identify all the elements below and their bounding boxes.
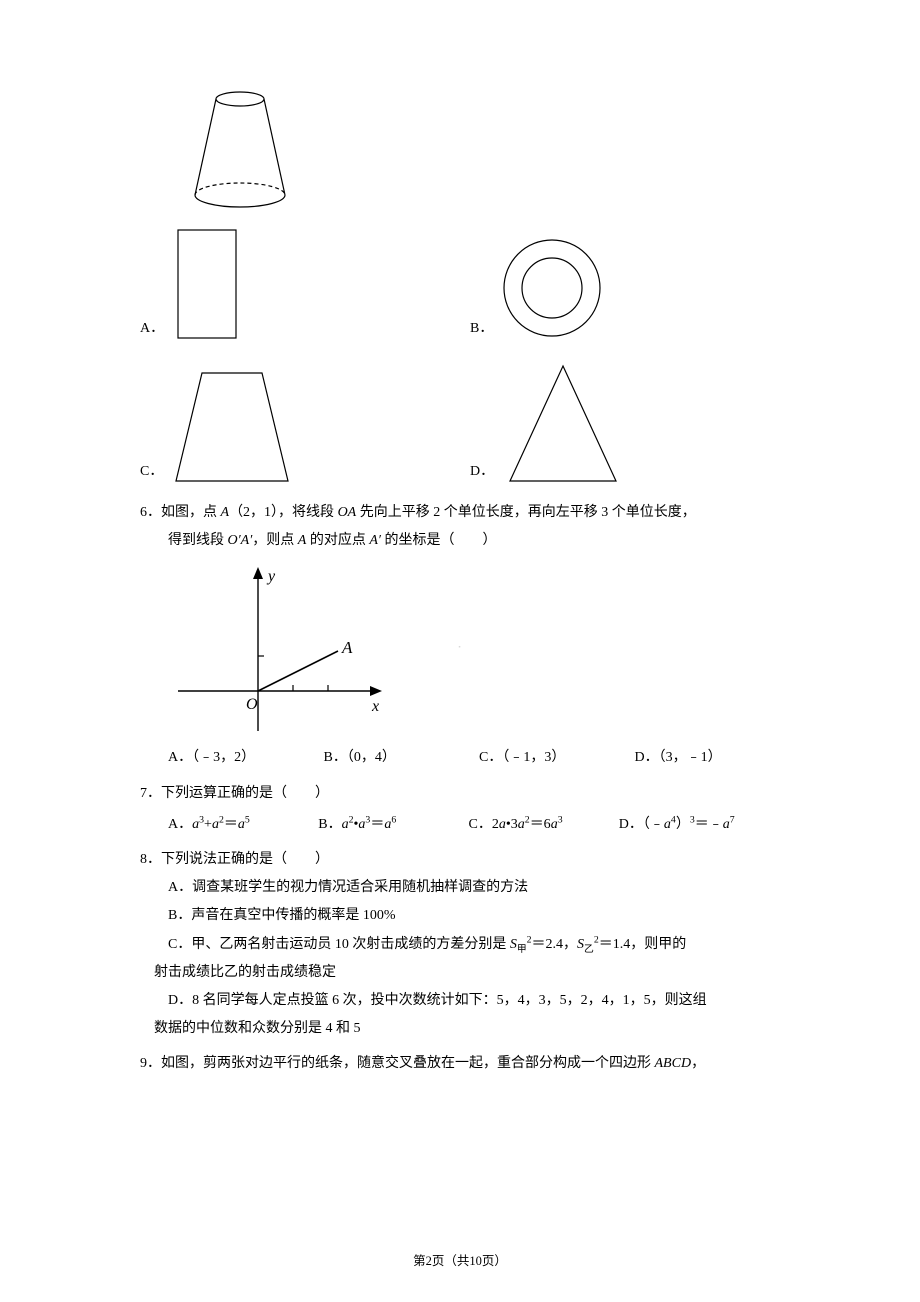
q6-opt-A: A．（﹣3，2） (168, 745, 324, 770)
footer-mid: 页（共 (432, 1254, 470, 1268)
q5-option-D: D． (470, 361, 628, 486)
q9-la: 如图，剪两张对边平行的纸条，随意交叉叠放在一起，重合部分构成一个四边形 (161, 1056, 655, 1071)
q5-options-row2: C． D． (140, 361, 790, 486)
footer-total: 10 (469, 1254, 482, 1268)
annulus-shape (497, 233, 607, 343)
q8C1b: ＝2.4， (532, 937, 578, 952)
q8-B: B．声音在真空中传播的概率是 100% (140, 903, 790, 928)
q7-opt-C: C．2a•3a2＝6a3 (469, 812, 619, 837)
q8-D2: 数据的中位数和众数分别是 4 和 5 (140, 1016, 790, 1041)
q6-l2a: 得到线段 (168, 533, 228, 548)
rectangle-shape (168, 225, 248, 343)
footer-prefix: 第 (413, 1254, 426, 1268)
q7B-pre: B． (318, 817, 341, 832)
q5-options-row1: A． B． (140, 225, 790, 343)
q5-option-B-label: B． (470, 316, 497, 343)
q8-C1: C．甲、乙两名射击运动员 10 次射击成绩的方差分别是 S甲2＝2.4，S乙2＝… (140, 932, 790, 957)
trapezoid-shape (167, 368, 297, 486)
q6-Ap-var: A′ (369, 533, 381, 548)
q8-yi: 乙 (584, 943, 594, 954)
q8-D1: D．8 名同学每人定点投篮 6 次，投中次数统计如下：5，4，3，5，2，4，1… (140, 988, 790, 1013)
footer-suffix: 页） (482, 1254, 507, 1268)
q7-opt-D: D．（﹣a4）3＝﹣a7 (619, 812, 790, 837)
q8-number: 8． (140, 852, 161, 867)
page-footer: 第2页（共10页） (0, 1250, 920, 1273)
q6-number: 6． (140, 505, 161, 520)
q8C1c: ＝1.4，则甲的 (599, 937, 687, 952)
q5-option-C: C． (140, 368, 470, 486)
q6-options: A．（﹣3，2） B．（0，4） C．（﹣1，3） D．（3，﹣1） (140, 745, 790, 770)
q8-Sy: S (577, 937, 584, 952)
q6-l1c: 先向上平移 2 个单位长度，再向左平移 3 个单位长度， (356, 505, 696, 520)
q8-stem: 下列说法正确的是（ ） (161, 852, 329, 867)
svg-text:O: O (246, 696, 258, 713)
q6-l2b: ，则点 (252, 533, 298, 548)
q6-l1b: （2，1），将线段 (229, 505, 338, 520)
q8-A: A．调查某班学生的视力情况适合采用随机抽样调查的方法 (140, 875, 790, 900)
q6-l2d: 的坐标是（ ） (381, 533, 497, 548)
svg-text:y: y (266, 568, 276, 585)
q7A-pre: A． (168, 817, 192, 832)
q6-opt-B: B．（0，4） (324, 745, 480, 770)
q6-l1a: 如图，点 (161, 505, 221, 520)
q6-opt-C: C．（﹣1，3） (479, 745, 635, 770)
q9-number: 9． (140, 1056, 161, 1071)
q5-option-C-label: C． (140, 459, 167, 486)
q7C-pre: C． (469, 817, 492, 832)
q6-l2c: 的对应点 (306, 533, 369, 548)
q7-stem: 下列运算正确的是（ ） (161, 786, 329, 801)
q5-option-D-label: D． (470, 459, 498, 486)
q7-opt-A: A．a3+a2＝a5 (168, 812, 318, 837)
q7-opt-B: B．a2•a3＝a6 (318, 812, 468, 837)
q6-graph: O A y x (140, 561, 790, 741)
q8-Sj: S (510, 937, 517, 952)
q5-solid-figure (140, 85, 790, 215)
q9-lb: ， (691, 1056, 705, 1071)
svg-text:x: x (371, 698, 379, 715)
q6-OA-var: OA (338, 505, 357, 520)
q6-A-var: A (221, 505, 230, 520)
q5-option-A: A． (140, 225, 470, 343)
q7-options: A．a3+a2＝a5 B．a2•a3＝a6 C．2a•3a2＝6a3 D．（﹣a… (140, 812, 790, 837)
q8-C2: 射击成绩比乙的射击成绩稳定 (140, 960, 790, 985)
q5-option-B: B． (470, 233, 607, 343)
q7D-pre: D． (619, 817, 643, 832)
q9-ABCD: ABCD (655, 1056, 692, 1071)
q5-option-A-label: A． (140, 316, 168, 343)
triangle-shape (498, 361, 628, 486)
watermark-dot: ▪ (458, 643, 461, 654)
q9-line: 9．如图，剪两张对边平行的纸条，随意交叉叠放在一起，重合部分构成一个四边形 AB… (140, 1051, 790, 1076)
q8C1a: C．甲、乙两名射击运动员 10 次射击成绩的方差分别是 (168, 937, 510, 952)
q8-jia: 甲 (517, 943, 527, 954)
q6-line1: 6．如图，点 A（2，1），将线段 OA 先向上平移 2 个单位长度，再向左平移… (140, 500, 790, 525)
q6-OpAp-var: O′A′ (228, 533, 253, 548)
q7-number: 7． (140, 786, 161, 801)
q6-opt-D: D．（3，﹣1） (635, 745, 791, 770)
q6-line2: 得到线段 O′A′，则点 A 的对应点 A′ 的坐标是（ ） (140, 528, 790, 553)
q8-line: 8．下列说法正确的是（ ） (140, 847, 790, 872)
svg-text:A: A (341, 638, 353, 657)
q7-line: 7．下列运算正确的是（ ） (140, 781, 790, 806)
page-root: ▪ A． B． C． (0, 0, 920, 1302)
